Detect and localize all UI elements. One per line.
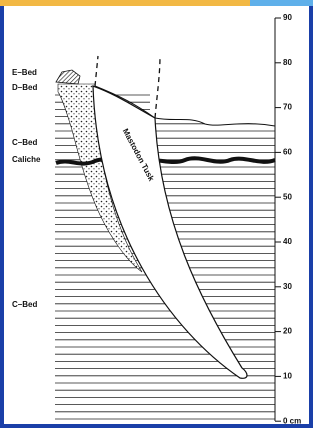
bed-label: C–Bed bbox=[12, 138, 37, 147]
scale-label: 10 bbox=[283, 372, 292, 381]
scale-label: 70 bbox=[283, 103, 292, 112]
top-strip bbox=[0, 0, 250, 6]
bed-label: C–Bed bbox=[12, 300, 37, 309]
scale-label: 80 bbox=[283, 58, 292, 67]
scale-label: 90 bbox=[283, 13, 292, 22]
bed-label: E–Bed bbox=[12, 68, 37, 77]
top-strip bbox=[250, 0, 313, 6]
scale-label: 20 bbox=[283, 327, 292, 336]
bed-label: Caliche bbox=[12, 155, 41, 164]
bed-label: D–Bed bbox=[12, 83, 37, 92]
scale-label: 0 cm bbox=[283, 416, 301, 425]
scale-label: 40 bbox=[283, 237, 292, 246]
scale-label: 50 bbox=[283, 192, 292, 201]
figure: Mastodon Tusk E–BedD–BedC–BedCalicheC–Be… bbox=[0, 0, 313, 428]
scale-label: 60 bbox=[283, 148, 292, 157]
scale-label: 30 bbox=[283, 282, 292, 291]
surface-cover bbox=[150, 20, 275, 126]
